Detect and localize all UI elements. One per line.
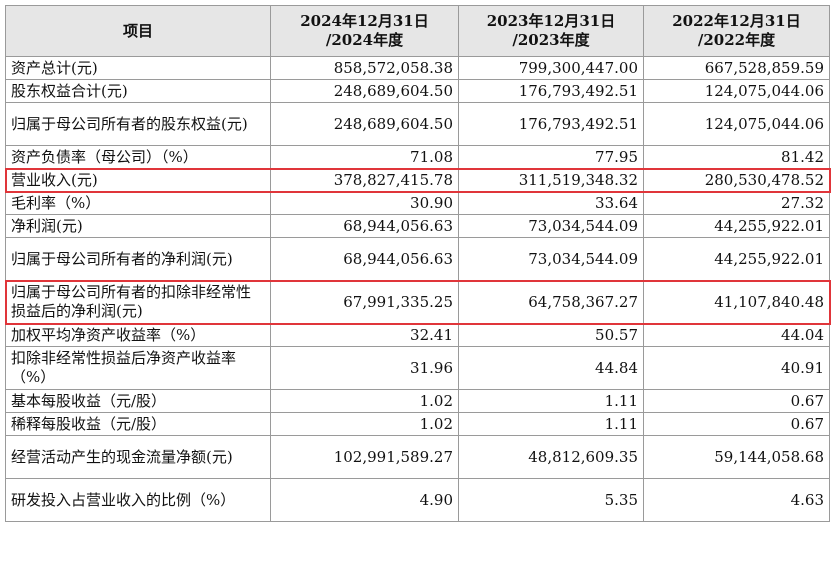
row-label: 资产总计(元)	[5, 56, 271, 80]
financial-summary-table: 项目 2024年12月31日/2024年度 2023年12月31日/2023年度…	[5, 5, 830, 522]
cell-2023: 64,758,367.27	[458, 280, 644, 324]
cell-2022: 81.42	[643, 145, 830, 169]
cell-2024: 248,689,604.50	[270, 102, 459, 146]
header-2024-line1: 2024年12月31日	[300, 12, 429, 30]
table-row: 归属于母公司所有者的净利润(元) 68,944,056.63 73,034,544.…	[5, 237, 830, 281]
table-row: 基本每股收益（元/股） 1.02 1.11 0.67	[5, 389, 830, 413]
row-label: 研发投入占营业收入的比例（%）	[5, 478, 271, 522]
cell-2024: 378,827,415.78	[270, 168, 459, 192]
cell-2024: 68,944,056.63	[270, 214, 459, 238]
header-2022-line2: /2022年度	[697, 31, 776, 49]
cell-2024: 32.41	[270, 323, 459, 347]
row-label: 资产负债率（母公司）（%）	[5, 145, 271, 169]
table-row: 扣除非经常性损益后净资产收益率（%） 31.96 44.84 40.91	[5, 346, 830, 390]
header-2024: 2024年12月31日/2024年度	[270, 5, 459, 57]
cell-2022: 0.67	[643, 412, 830, 436]
cell-2024: 30.90	[270, 191, 459, 215]
cell-2022: 44.04	[643, 323, 830, 347]
cell-2023: 33.64	[458, 191, 644, 215]
cell-2024: 68,944,056.63	[270, 237, 459, 281]
row-label: 稀释每股收益（元/股）	[5, 412, 271, 436]
row-label: 毛利率（%）	[5, 191, 271, 215]
cell-2024: 31.96	[270, 346, 459, 390]
cell-2024: 1.02	[270, 389, 459, 413]
cell-2023: 799,300,447.00	[458, 56, 644, 80]
row-label: 归属于母公司所有者的扣除非经常性损益后的净利润(元)	[5, 280, 271, 324]
cell-2023: 50.57	[458, 323, 644, 347]
cell-2023: 73,034,544.09	[458, 237, 644, 281]
row-label: 净利润(元)	[5, 214, 271, 238]
row-label: 扣除非经常性损益后净资产收益率（%）	[5, 346, 271, 390]
header-2022-line1: 2022年12月31日	[672, 12, 801, 30]
financial-table-container: 项目 2024年12月31日/2024年度 2023年12月31日/2023年度…	[5, 5, 830, 522]
cell-2022: 124,075,044.06	[643, 79, 830, 103]
cell-2024: 71.08	[270, 145, 459, 169]
table-row: 研发投入占营业收入的比例（%） 4.90 5.35 4.63	[5, 478, 830, 522]
cell-2022: 124,075,044.06	[643, 102, 830, 146]
header-2023: 2023年12月31日/2023年度	[458, 5, 644, 57]
row-label: 经营活动产生的现金流量净额(元)	[5, 435, 271, 479]
cell-2022: 0.67	[643, 389, 830, 413]
table-row: 股东权益合计(元) 248,689,604.50 176,793,492.51 124…	[5, 79, 830, 103]
header-2022: 2022年12月31日/2022年度	[643, 5, 830, 57]
cell-2023: 1.11	[458, 412, 644, 436]
header-2023-line2: /2023年度	[512, 31, 590, 49]
cell-2022: 667,528,859.59	[643, 56, 830, 80]
cell-2023: 176,793,492.51	[458, 102, 644, 146]
row-label: 股东权益合计(元)	[5, 79, 271, 103]
row-label: 基本每股收益（元/股）	[5, 389, 271, 413]
cell-2023: 1.11	[458, 389, 644, 413]
table-row: 经营活动产生的现金流量净额(元) 102,991,589.27 48,812,609…	[5, 435, 830, 479]
cell-2023: 311,519,348.32	[458, 168, 644, 192]
cell-2023: 44.84	[458, 346, 644, 390]
header-item: 项目	[5, 5, 271, 57]
cell-2023: 73,034,544.09	[458, 214, 644, 238]
header-2024-line2: /2024年度	[325, 31, 404, 49]
table-row-net-profit-excl-nonrecurring: 归属于母公司所有者的扣除非经常性损益后的净利润(元) 67,991,335.25 6…	[5, 280, 830, 324]
cell-2022: 27.32	[643, 191, 830, 215]
cell-2022: 41,107,840.48	[643, 280, 830, 324]
table-row: 加权平均净资产收益率（%） 32.41 50.57 44.04	[5, 323, 830, 347]
header-2023-line1: 2023年12月31日	[486, 12, 616, 30]
cell-2023: 5.35	[458, 478, 644, 522]
row-label: 加权平均净资产收益率（%）	[5, 323, 271, 347]
cell-2023: 48,812,609.35	[458, 435, 644, 479]
cell-2022: 59,144,058.68	[643, 435, 830, 479]
table-row: 净利润(元) 68,944,056.63 73,034,544.09 44,255,9…	[5, 214, 830, 238]
table-row: 资产负债率（母公司）（%） 71.08 77.95 81.42	[5, 145, 830, 169]
cell-2022: 40.91	[643, 346, 830, 390]
table-row: 资产总计(元) 858,572,058.38 799,300,447.00 667,5…	[5, 56, 830, 80]
table-header-row: 项目 2024年12月31日/2024年度 2023年12月31日/2023年度…	[5, 5, 830, 57]
row-label: 归属于母公司所有者的净利润(元)	[5, 237, 271, 281]
cell-2024: 102,991,589.27	[270, 435, 459, 479]
row-label: 营业收入(元)	[5, 168, 271, 192]
table-row: 毛利率（%） 30.90 33.64 27.32	[5, 191, 830, 215]
cell-2023: 176,793,492.51	[458, 79, 644, 103]
row-label: 归属于母公司所有者的股东权益(元)	[5, 102, 271, 146]
table-row: 归属于母公司所有者的股东权益(元) 248,689,604.50 176,793,4…	[5, 102, 830, 146]
cell-2022: 280,530,478.52	[643, 168, 830, 192]
cell-2022: 44,255,922.01	[643, 237, 830, 281]
table-row: 稀释每股收益（元/股） 1.02 1.11 0.67	[5, 412, 830, 436]
cell-2024: 1.02	[270, 412, 459, 436]
cell-2023: 77.95	[458, 145, 644, 169]
cell-2024: 248,689,604.50	[270, 79, 459, 103]
cell-2024: 67,991,335.25	[270, 280, 459, 324]
cell-2024: 4.90	[270, 478, 459, 522]
cell-2022: 44,255,922.01	[643, 214, 830, 238]
table-row-revenue: 营业收入(元) 378,827,415.78 311,519,348.32 280,5…	[5, 168, 830, 192]
cell-2022: 4.63	[643, 478, 830, 522]
cell-2024: 858,572,058.38	[270, 56, 459, 80]
